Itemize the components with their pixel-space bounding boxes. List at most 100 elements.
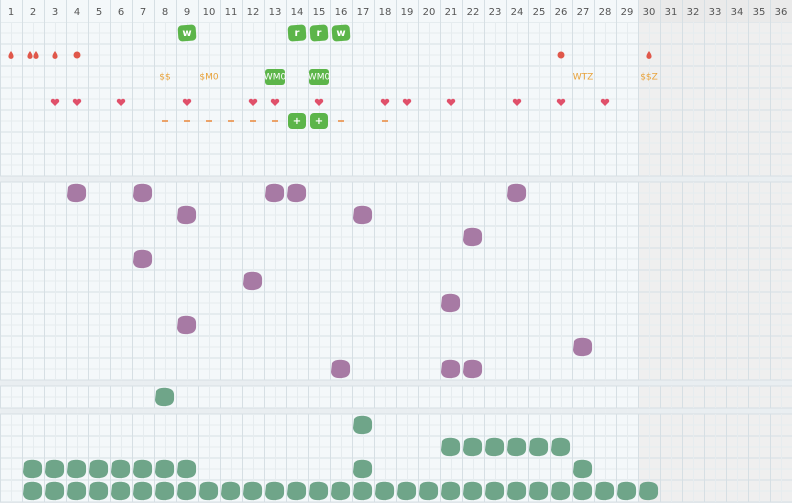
blob [177, 481, 197, 501]
column-number: 1 [8, 7, 14, 18]
heart-icon [446, 98, 456, 106]
blob [507, 481, 527, 501]
column-number: 27 [577, 7, 590, 18]
column-number: 30 [643, 7, 656, 18]
code-label: $$ [159, 73, 170, 83]
column-number: 6 [118, 7, 124, 18]
dot-icon [73, 51, 81, 59]
blob [551, 481, 571, 501]
blob [441, 481, 461, 501]
column-number: 18 [379, 7, 392, 18]
blob [441, 359, 461, 379]
column-number: 31 [665, 7, 678, 18]
blob [419, 481, 439, 501]
column-number: 28 [599, 7, 612, 18]
blob [243, 271, 263, 291]
blob [507, 437, 527, 457]
code-label: $M0 [199, 73, 218, 83]
drop-icon [33, 51, 39, 59]
column-number: 15 [313, 7, 326, 18]
column-number: 20 [423, 7, 436, 18]
badge-label: w [336, 28, 345, 39]
code-badge [309, 69, 329, 85]
column-number: 35 [753, 7, 766, 18]
column-number: 34 [731, 7, 744, 18]
column-number: 7 [140, 7, 146, 18]
blob [353, 459, 373, 479]
blob [463, 437, 483, 457]
code-label: WM0 [264, 73, 287, 83]
blob [617, 481, 637, 501]
badge-label: r [317, 28, 322, 39]
blob [353, 481, 373, 501]
drop-icon [646, 51, 652, 59]
column-number: 23 [489, 7, 502, 18]
blob [331, 359, 351, 379]
blob [133, 183, 153, 203]
column-number: 21 [445, 7, 458, 18]
drop-icon [8, 51, 14, 59]
blob [309, 481, 329, 501]
heart-icon [600, 98, 610, 106]
blob [45, 459, 65, 479]
blob [507, 183, 527, 203]
column-number: 2 [30, 7, 36, 18]
column-number: 19 [401, 7, 414, 18]
plus-label: + [293, 116, 301, 127]
column-number: 33 [709, 7, 722, 18]
column-number: 16 [335, 7, 348, 18]
heart-icon [314, 98, 324, 106]
column-number: 3 [52, 7, 58, 18]
column-number: 36 [775, 7, 788, 18]
blob [199, 481, 219, 501]
heart-icon [556, 98, 566, 106]
column-number: 26 [555, 7, 568, 18]
plus-label: + [315, 116, 323, 127]
badge [287, 24, 307, 42]
heart-icon [72, 98, 82, 106]
column-number: 10 [203, 7, 216, 18]
drop-icon [52, 51, 58, 59]
blob [287, 481, 307, 501]
column-number: 22 [467, 7, 480, 18]
blob [111, 459, 131, 479]
blob [573, 337, 593, 357]
blob [595, 481, 615, 501]
blob [89, 459, 109, 479]
blob [67, 481, 87, 501]
blob [67, 183, 87, 203]
blob [639, 481, 659, 501]
heart-icon [380, 98, 390, 106]
badge-label: r [295, 28, 300, 39]
column-number: 9 [184, 7, 190, 18]
blob [155, 459, 175, 479]
column-number: 13 [269, 7, 282, 18]
plus-badge [288, 113, 306, 129]
heart-icon [116, 98, 126, 106]
blob [133, 249, 153, 269]
blob [265, 183, 285, 203]
blob [441, 293, 461, 313]
column-number: 8 [162, 7, 168, 18]
badge [331, 24, 351, 42]
badge [177, 24, 197, 42]
column-number: 12 [247, 7, 260, 18]
column-number: 17 [357, 7, 370, 18]
column-number: 24 [511, 7, 524, 18]
blob [551, 437, 571, 457]
blob [155, 387, 175, 407]
blob [177, 459, 197, 479]
header-shade [638, 0, 792, 22]
column-number: 11 [225, 7, 238, 18]
code-label: $$Z [640, 73, 658, 83]
code-label: WTZ [573, 73, 594, 83]
blob [375, 481, 395, 501]
code-label: WM0 [308, 73, 331, 83]
heart-icon [50, 98, 60, 106]
blob [111, 481, 131, 501]
blob [463, 481, 483, 501]
blob [485, 481, 505, 501]
heart-icon [512, 98, 522, 106]
column-number: 4 [74, 7, 80, 18]
